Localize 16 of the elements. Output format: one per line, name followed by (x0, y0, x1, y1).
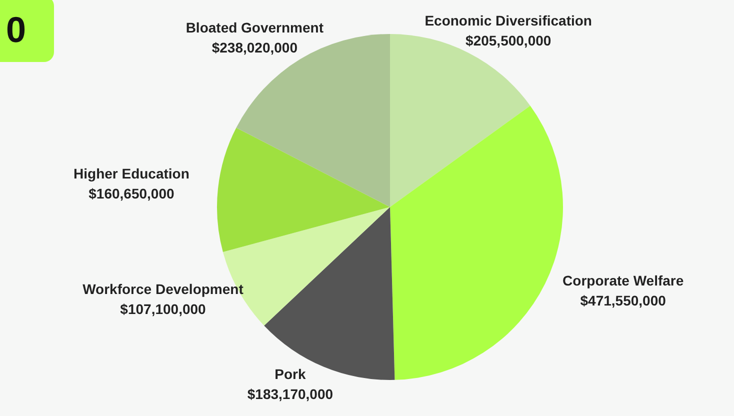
data-label: $205,500,000 (466, 32, 552, 48)
pie-slice (264, 207, 395, 380)
data-label: $471,550,000 (580, 292, 666, 308)
data-label: $160,650,000 (88, 185, 175, 202)
text: 0 (6, 9, 26, 50)
slice-label: Pork (274, 366, 306, 382)
pie-slice (217, 128, 390, 252)
pie-slice (390, 106, 563, 380)
slice-label: Economic Diversification (424, 12, 592, 28)
slice-label: Workforce Development (82, 281, 244, 298)
slice-label: Corporate Welfare (562, 272, 684, 288)
data-label: $183,170,000 (247, 386, 334, 402)
slice-label: Bloated Government (186, 19, 324, 36)
data-label: $107,100,000 (120, 301, 206, 318)
slice-label: Higher Education (74, 165, 190, 182)
data-label: $238,020,000 (212, 39, 298, 56)
